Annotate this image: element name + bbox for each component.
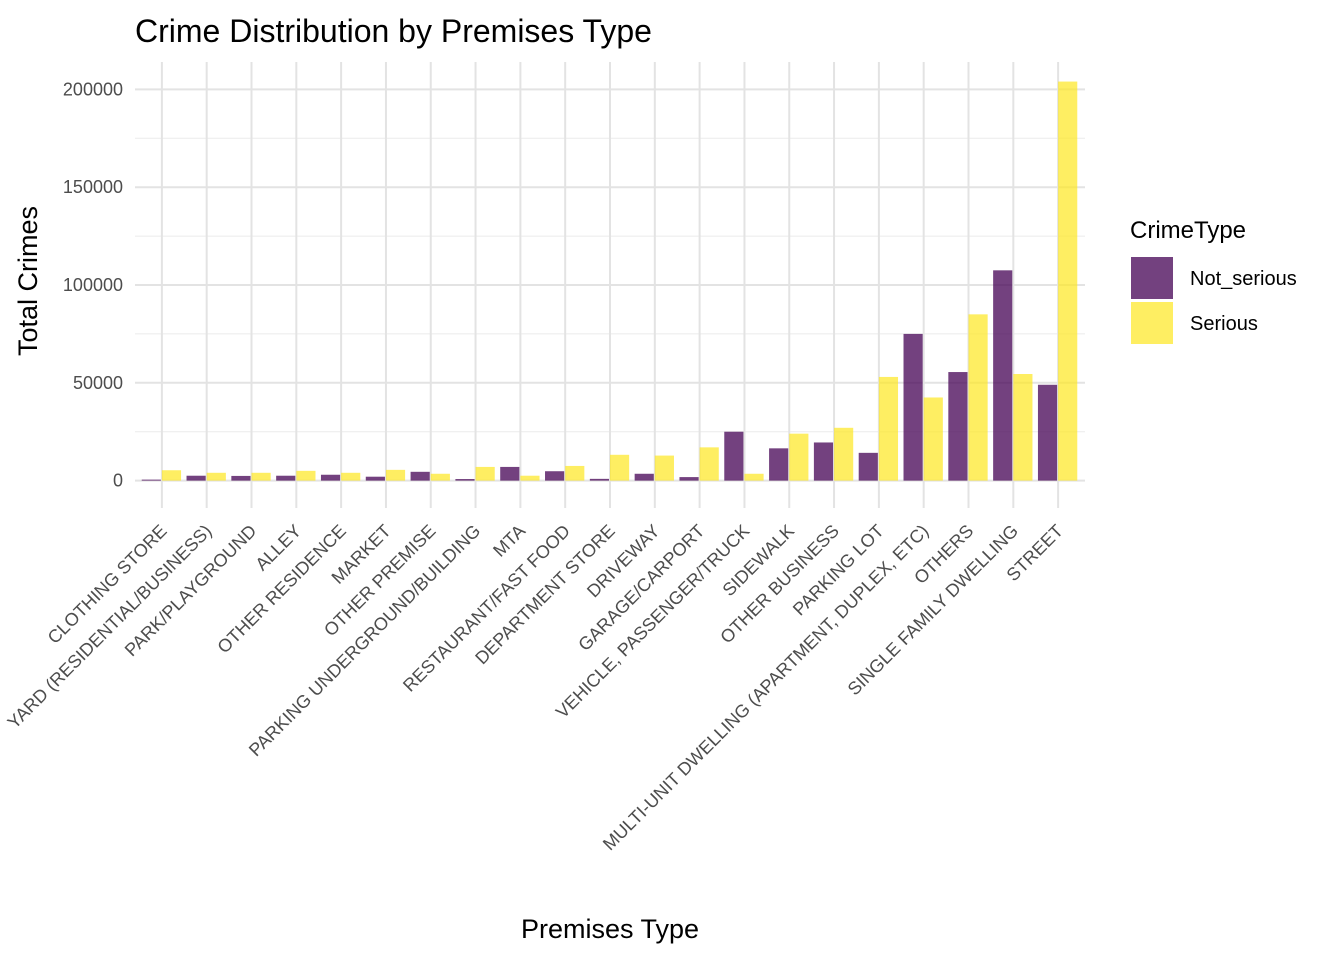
- bar-not-serious: [186, 475, 206, 481]
- y-tick-label: 200000: [63, 79, 123, 99]
- bar-serious: [878, 376, 899, 481]
- bar-not-serious: [231, 475, 251, 481]
- legend-label-not-serious: Not_serious: [1190, 268, 1297, 290]
- y-axis-title: Total Crimes: [13, 206, 43, 356]
- bar-not-serious: [813, 442, 834, 481]
- bar-not-serious: [410, 471, 430, 481]
- bar-serious: [654, 455, 674, 481]
- bar-not-serious: [769, 448, 789, 481]
- bar-serious: [296, 470, 316, 481]
- x-axis-title: Premises Type: [521, 914, 699, 944]
- bar-not-serious: [276, 475, 296, 481]
- bar-not-serious: [320, 474, 341, 481]
- y-tick-label: 0: [113, 471, 123, 491]
- bar-serious: [475, 466, 495, 481]
- bar-not-serious: [1037, 384, 1058, 481]
- bars: [141, 81, 1078, 481]
- bar-serious: [834, 427, 854, 481]
- bar-not-serious: [365, 476, 385, 481]
- bar-not-serious: [948, 372, 968, 481]
- bar-not-serious: [500, 466, 520, 481]
- bar-serious: [744, 473, 764, 481]
- bar-serious: [923, 397, 943, 481]
- bar-serious: [1058, 81, 1078, 481]
- bar-not-serious: [858, 452, 878, 481]
- bar-not-serious: [634, 473, 654, 481]
- bar-serious: [206, 472, 226, 481]
- bar-not-serious: [679, 477, 699, 481]
- y-tick-label: 100000: [63, 275, 123, 295]
- chart-title: Crime Distribution by Premises Type: [135, 13, 652, 49]
- bar-serious: [610, 454, 630, 481]
- bar-not-serious: [589, 478, 609, 481]
- bar-serious: [385, 469, 406, 481]
- legend-label-serious: Serious: [1190, 313, 1258, 335]
- bar-serious: [341, 472, 361, 481]
- bar-not-serious: [141, 479, 161, 481]
- bar-not-serious: [903, 333, 923, 481]
- bar-serious: [520, 475, 540, 481]
- legend-swatch-serious: [1131, 302, 1173, 344]
- bar-not-serious: [724, 431, 744, 481]
- legend-title: CrimeType: [1130, 217, 1246, 244]
- bar-serious: [251, 472, 271, 481]
- bar-serious: [699, 447, 719, 481]
- legend-swatch-not-serious: [1131, 257, 1173, 299]
- y-tick-label: 150000: [63, 177, 123, 197]
- bar-not-serious: [993, 270, 1013, 481]
- bar-serious: [789, 433, 809, 481]
- bar-serious: [565, 465, 585, 481]
- bar-serious: [1013, 374, 1033, 481]
- y-tick-labels: 0 50000 100000 150000 200000: [63, 79, 123, 490]
- legend: CrimeType Not_serious Serious: [1130, 217, 1297, 344]
- x-tick-label: YARD (RESIDENTIAL/BUSINESS): [4, 521, 216, 733]
- x-tick-label: MTA: [489, 521, 529, 561]
- bar-serious: [430, 473, 450, 481]
- bar-not-serious: [455, 479, 475, 481]
- bar-serious: [968, 314, 988, 481]
- bar-serious: [161, 470, 182, 481]
- y-tick-label: 50000: [73, 373, 123, 393]
- bar-not-serious: [545, 471, 565, 481]
